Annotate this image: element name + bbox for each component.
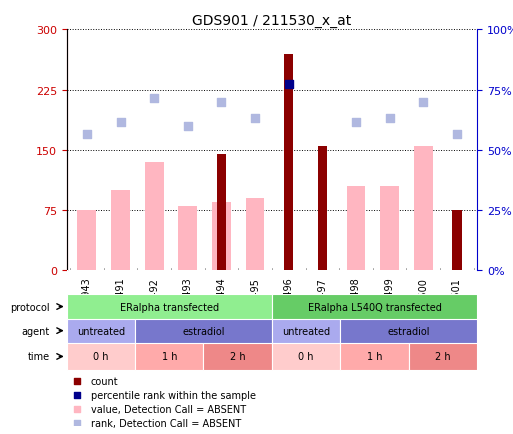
Text: percentile rank within the sample: percentile rank within the sample [91,390,255,400]
Text: ERalpha transfected: ERalpha transfected [120,302,219,312]
Bar [145,163,164,271]
FancyBboxPatch shape [135,319,272,343]
Bar [216,155,226,271]
Point [352,119,360,126]
Text: count: count [91,376,119,386]
Text: protocol: protocol [10,302,50,312]
Text: 1 h: 1 h [367,352,382,362]
Point [73,419,81,426]
FancyBboxPatch shape [340,343,409,370]
FancyBboxPatch shape [135,343,204,370]
Text: 0 h: 0 h [299,352,314,362]
Point [285,82,293,89]
Point [251,115,259,122]
Text: rank, Detection Call = ABSENT: rank, Detection Call = ABSENT [91,418,241,427]
Point [150,95,158,102]
Point [453,131,461,138]
Bar [284,54,293,271]
Title: GDS901 / 211530_x_at: GDS901 / 211530_x_at [192,14,351,28]
Point [83,131,91,138]
Point [386,115,394,122]
Point [184,123,192,130]
FancyBboxPatch shape [272,319,340,343]
Bar [179,207,197,271]
Text: value, Detection Call = ABSENT: value, Detection Call = ABSENT [91,404,246,414]
Point [73,378,81,385]
Text: ERalpha L540Q transfected: ERalpha L540Q transfected [308,302,441,312]
FancyBboxPatch shape [340,319,477,343]
Text: 2 h: 2 h [435,352,451,362]
Text: untreated: untreated [282,326,330,336]
Point [116,119,125,126]
Bar [414,147,432,271]
FancyBboxPatch shape [204,343,272,370]
Text: 1 h: 1 h [162,352,177,362]
Text: estradiol: estradiol [387,326,430,336]
Bar [380,187,399,271]
Point [73,405,81,412]
FancyBboxPatch shape [409,343,477,370]
Point [419,99,427,106]
Text: 0 h: 0 h [93,352,109,362]
Point [73,391,81,398]
FancyBboxPatch shape [272,295,477,319]
Bar [318,147,327,271]
FancyBboxPatch shape [67,295,272,319]
Text: agent: agent [22,326,50,336]
Bar [111,191,130,271]
Bar [212,203,231,271]
FancyBboxPatch shape [272,343,340,370]
FancyBboxPatch shape [67,319,135,343]
Text: 2 h: 2 h [230,352,246,362]
Bar [246,199,265,271]
Bar [77,210,96,271]
Text: untreated: untreated [77,326,125,336]
Bar [347,187,365,271]
Point [218,99,226,106]
FancyBboxPatch shape [67,343,135,370]
Text: time: time [28,352,50,362]
Text: estradiol: estradiol [182,326,225,336]
Bar [452,210,462,271]
